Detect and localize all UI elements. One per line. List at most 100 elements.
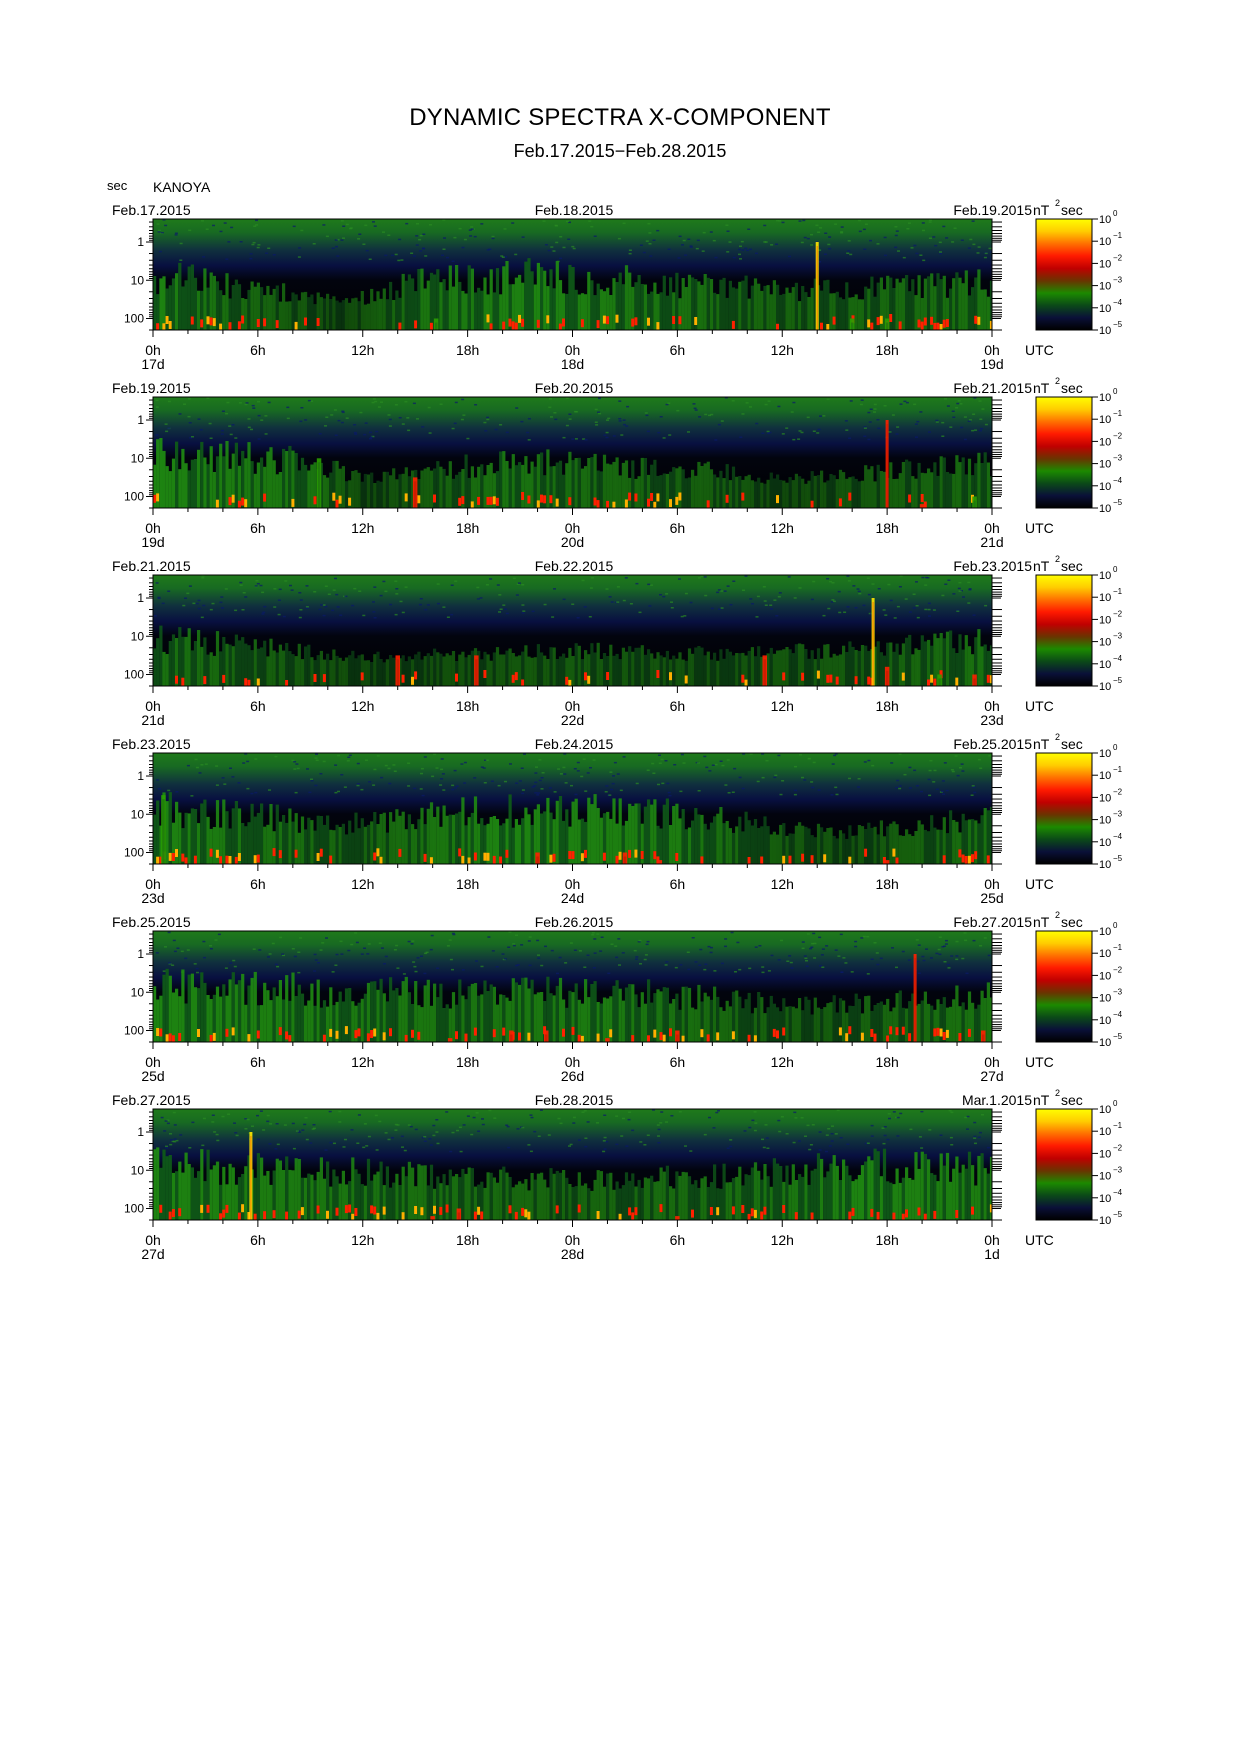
noise-speck xyxy=(562,436,566,439)
activity-column xyxy=(763,1164,767,1220)
power-speck xyxy=(366,1033,370,1042)
x-day-label: 17d xyxy=(141,356,164,372)
activity-column xyxy=(637,275,641,330)
activity-column xyxy=(411,824,415,864)
noise-speck xyxy=(242,762,246,764)
noise-speck xyxy=(657,783,660,786)
activity-column xyxy=(379,978,383,1042)
activity-column xyxy=(376,480,380,508)
power-speck xyxy=(429,857,433,864)
noise-speck xyxy=(200,616,204,619)
activity-column xyxy=(237,284,242,330)
noise-speck xyxy=(738,253,741,256)
noise-speck xyxy=(714,439,718,441)
activity-column xyxy=(348,820,352,864)
activity-column xyxy=(193,1177,198,1220)
activity-column xyxy=(304,1005,308,1042)
activity-column xyxy=(914,295,918,330)
noise-speck xyxy=(696,239,700,242)
activity-column xyxy=(873,826,877,864)
activity-column xyxy=(225,995,229,1042)
power-speck xyxy=(977,316,981,325)
noise-speck xyxy=(373,225,377,227)
burst-core xyxy=(973,678,976,686)
noise-speck xyxy=(778,1130,782,1133)
activity-column xyxy=(291,821,295,864)
activity-column xyxy=(499,654,503,686)
activity-column xyxy=(835,838,839,864)
noise-speck xyxy=(176,947,180,949)
noise-speck xyxy=(778,592,782,594)
x-day-label: 19d xyxy=(980,356,1003,372)
power-speck xyxy=(933,322,937,330)
noise-speck xyxy=(528,964,532,967)
activity-column xyxy=(260,647,264,686)
power-speck xyxy=(206,1204,210,1213)
power-speck xyxy=(602,852,606,861)
noise-speck xyxy=(488,1109,492,1112)
noise-speck xyxy=(569,1143,573,1146)
noise-speck xyxy=(322,760,326,763)
noise-speck xyxy=(257,414,261,417)
noise-speck xyxy=(714,256,718,259)
noise-speck xyxy=(678,578,681,580)
activity-column xyxy=(225,643,229,686)
activity-column xyxy=(156,800,160,864)
power-speck xyxy=(256,319,260,327)
noise-speck xyxy=(441,773,445,775)
power-speck xyxy=(178,1208,182,1217)
noise-speck xyxy=(543,603,547,606)
noise-speck xyxy=(191,436,194,438)
activity-column xyxy=(794,1008,798,1042)
power-speck xyxy=(835,676,839,685)
noise-speck xyxy=(809,947,813,950)
activity-column xyxy=(341,1001,345,1042)
activity-column xyxy=(319,1007,323,1042)
activity-column xyxy=(656,1181,660,1220)
power-speck xyxy=(716,1032,720,1041)
noise-speck xyxy=(297,256,301,258)
noise-speck xyxy=(186,592,190,595)
noise-speck xyxy=(403,1149,407,1152)
noise-speck xyxy=(503,958,507,960)
activity-column xyxy=(379,1161,383,1220)
power-speck xyxy=(225,1028,229,1037)
activity-column xyxy=(502,995,506,1042)
x-tick-label: 0h xyxy=(145,342,161,358)
noise-speck xyxy=(479,597,483,599)
activity-column xyxy=(731,1178,736,1220)
activity-column xyxy=(794,644,798,686)
noise-speck xyxy=(970,794,974,796)
activity-column xyxy=(433,274,437,330)
noise-speck xyxy=(904,598,908,600)
noise-speck xyxy=(356,1142,360,1144)
activity-column xyxy=(304,829,308,864)
x-tick-label: 6h xyxy=(670,698,686,714)
activity-column xyxy=(895,824,899,864)
noise-speck xyxy=(895,966,898,969)
noise-speck xyxy=(778,220,782,222)
activity-column xyxy=(675,993,679,1042)
noise-speck xyxy=(662,437,666,439)
noise-speck xyxy=(615,956,619,959)
activity-column xyxy=(344,988,349,1042)
noise-speck xyxy=(331,609,335,612)
activity-column xyxy=(694,1009,698,1042)
activity-column xyxy=(952,999,956,1042)
noise-speck xyxy=(220,433,224,435)
activity-column xyxy=(244,458,248,508)
power-speck xyxy=(203,676,207,685)
activity-column xyxy=(876,282,880,330)
activity-column xyxy=(401,273,405,330)
activity-column xyxy=(514,819,518,864)
noise-speck xyxy=(912,607,916,609)
noise-speck xyxy=(866,973,870,975)
colorbar-unit-tail: sec xyxy=(1061,202,1083,218)
noise-speck xyxy=(423,1140,427,1142)
activity-column xyxy=(813,659,817,686)
noise-speck xyxy=(954,755,958,757)
noise-speck xyxy=(773,776,777,779)
activity-column xyxy=(665,473,669,508)
noise-speck xyxy=(811,1124,815,1126)
noise-speck xyxy=(761,1138,764,1141)
